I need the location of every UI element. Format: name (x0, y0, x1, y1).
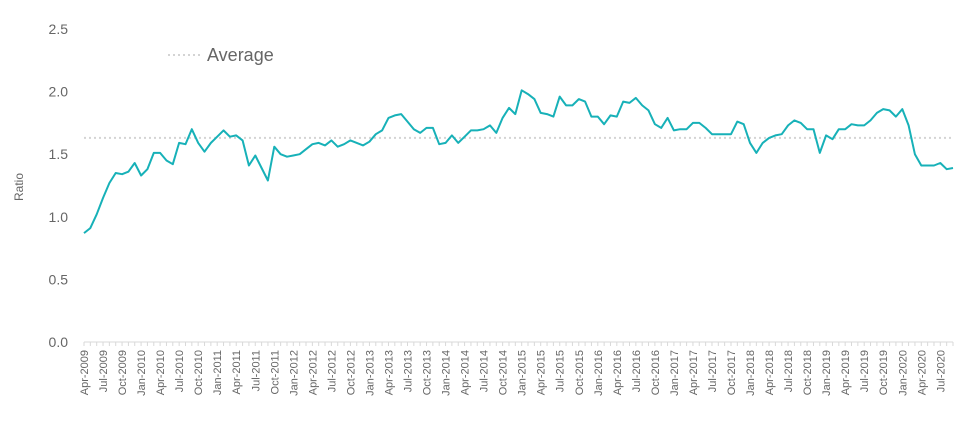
x-tick-label: Jul-2017 (707, 350, 719, 392)
ratio-series-line (83, 89, 954, 234)
x-tick-label: Apr-2014 (460, 350, 472, 395)
x-tick-label: Oct-2012 (345, 350, 357, 395)
legend: Average (168, 45, 274, 65)
x-tick-label: Apr-2019 (840, 350, 852, 395)
x-tick-label: Apr-2013 (383, 350, 395, 395)
x-tick-label: Jan-2018 (745, 350, 757, 396)
x-tick-label: Jan-2015 (517, 350, 529, 396)
x-tick-label: Jan-2019 (821, 350, 833, 396)
x-tick-label: Jul-2013 (402, 350, 414, 392)
x-tick-label: Apr-2009 (79, 350, 91, 395)
x-tick-label: Jul-2020 (935, 350, 947, 392)
x-tick-label: Jan-2014 (441, 350, 453, 396)
x-tick-label: Jul-2019 (859, 350, 871, 392)
x-tick-label: Jul-2012 (326, 350, 338, 392)
y-tick-label: 0.5 (49, 271, 69, 287)
x-axis: Apr-2009 Jul-2009 Oct-2009 Jan-2010 Apr-2010… (79, 341, 954, 396)
x-tick-label: Apr-2016 (612, 350, 624, 395)
x-tick-label: Jul-2015 (555, 350, 567, 392)
x-tick-label: Oct-2014 (498, 350, 510, 395)
x-tick-label: Oct-2019 (878, 350, 890, 395)
x-tick-label: Jan-2012 (288, 350, 300, 396)
x-tick-label: Jan-2016 (593, 350, 605, 396)
x-tick-label: Apr-2012 (307, 350, 319, 395)
x-tick-label: Jan-2013 (364, 350, 376, 396)
y-tick-label: 0.0 (49, 334, 69, 350)
x-tick-label: Jul-2016 (631, 350, 643, 392)
x-tick-label: Oct-2015 (574, 350, 586, 395)
x-tick-label: Apr-2018 (764, 350, 776, 395)
x-tick-label: Oct-2009 (117, 350, 129, 395)
x-tick-label: Oct-2011 (269, 350, 281, 394)
x-tick-label: Apr-2010 (155, 350, 167, 395)
x-tick-label: Oct-2016 (650, 350, 662, 395)
y-tick-label: 1.0 (49, 209, 69, 225)
y-axis: 0.0 0.5 1.0 1.5 2.0 2.5 (49, 21, 69, 350)
x-tick-label: Jul-2014 (479, 350, 491, 392)
x-tick-label: Apr-2015 (536, 350, 548, 395)
x-tick-label: Oct-2010 (193, 350, 205, 395)
x-tick-label: Oct-2013 (422, 350, 434, 395)
y-tick-label: 1.5 (49, 146, 69, 162)
x-tick-label: Jul-2011 (250, 350, 262, 391)
x-tick-label: Apr-2011 (231, 350, 243, 394)
y-tick-label: 2.5 (49, 21, 69, 37)
x-tick-label: Jan-2010 (136, 350, 148, 396)
x-tick-label: Oct-2017 (726, 350, 738, 395)
x-tick-label: Oct-2018 (802, 350, 814, 395)
y-tick-label: 2.0 (49, 84, 69, 100)
x-tick-label: Jan-2020 (897, 350, 909, 396)
legend-label-average: Average (207, 45, 274, 65)
x-tick-label: Apr-2017 (688, 350, 700, 395)
x-tick-label: Apr-2020 (916, 350, 928, 395)
x-tick-label: Jul-2018 (783, 350, 795, 392)
x-tick-label: Jan-2017 (669, 350, 681, 396)
x-tick-label: Jul-2010 (174, 350, 186, 392)
x-tick-label: Jan-2011 (212, 350, 224, 395)
y-axis-title: Ratio (12, 173, 26, 201)
x-tick-label: Jul-2009 (98, 350, 110, 392)
